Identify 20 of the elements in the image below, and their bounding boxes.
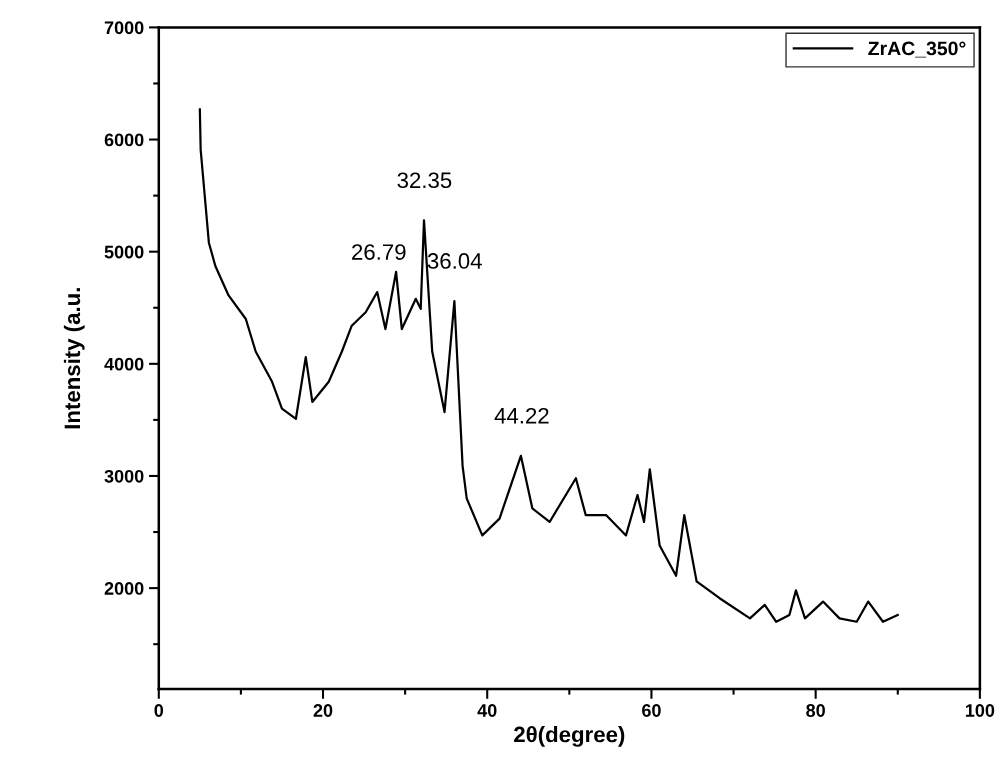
y-axis-title: Intensity (a.u.	[63, 288, 85, 429]
line-series	[198, 108, 899, 623]
x-axis-title: 2θ(degree)	[514, 726, 625, 747]
x-tick-label: 0	[154, 704, 164, 717]
y-tick-label: 6000	[104, 133, 144, 147]
x-tick-label: 100	[965, 704, 995, 717]
annotation: 32.35	[397, 172, 452, 189]
x-tick-label: 20	[313, 704, 333, 717]
annotation: 44.22	[494, 407, 549, 424]
annotation: 36.04	[427, 253, 482, 269]
x-tick-label: 40	[477, 704, 497, 717]
annotation: 26.79	[352, 244, 406, 260]
y-tick-label: 7000	[104, 21, 144, 35]
y-tick-label: 5000	[104, 245, 144, 259]
y-tick-label: 4000	[104, 357, 144, 371]
legend-label: ZrAC_350°	[868, 41, 966, 58]
y-tick-label: 3000	[104, 469, 144, 483]
x-tick-label: 80	[806, 704, 825, 717]
x-tick-label: 60	[642, 704, 661, 717]
y-tick-label: 2000	[104, 582, 144, 595]
